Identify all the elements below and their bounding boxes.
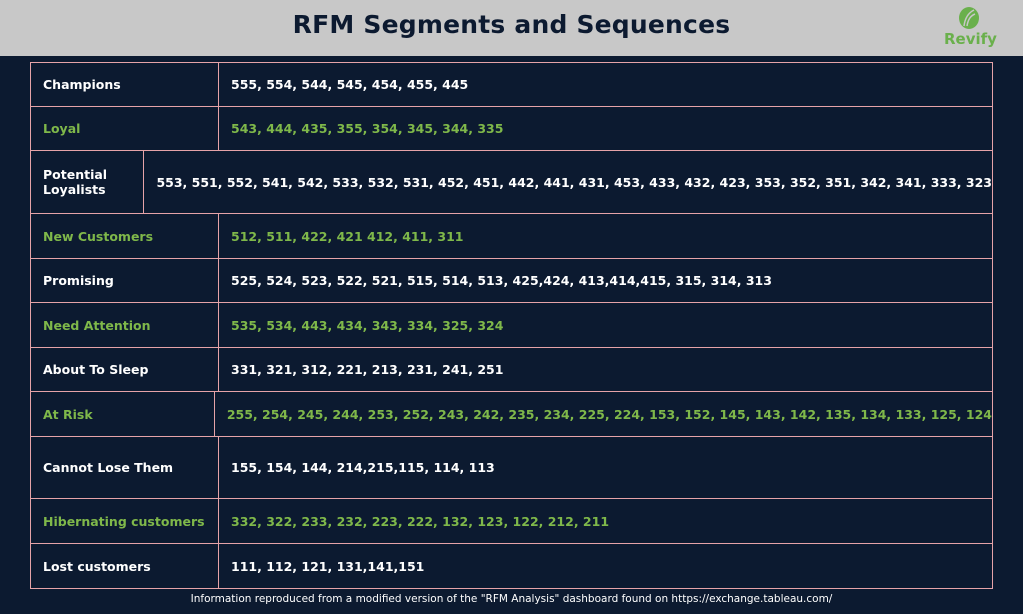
table-row: Lost customers 111, 112, 121, 131,141,151	[31, 544, 992, 588]
logo-text: Revify	[944, 30, 997, 48]
header-bar: RFM Segments and Sequences Revify	[0, 0, 1023, 56]
table-row: New Customers 512, 511, 422, 421 412, 411…	[31, 214, 992, 259]
table-row: At Risk 255, 254, 245, 244, 253, 252, 243…	[31, 392, 992, 437]
table-row: Champions 555, 554, 544, 545, 454, 455, 4…	[31, 63, 992, 107]
segment-codes: 255, 254, 245, 244, 253, 252, 243, 242, …	[226, 406, 992, 422]
segment-codes: 525, 524, 523, 522, 521, 515, 514, 513, …	[231, 273, 772, 288]
segment-name: Cannot Lose Them	[31, 437, 219, 498]
segment-name: Need Attention	[31, 303, 219, 347]
segment-codes: 111, 112, 121, 131,141,151	[231, 558, 425, 574]
segment-name: Lost customers	[31, 544, 219, 588]
table-row: Need Attention 535, 534, 443, 434, 343, 3…	[31, 303, 992, 348]
segment-name: Hibernating customers	[31, 499, 219, 543]
table-row: Cannot Lose Them 155, 154, 144, 214,215,1…	[31, 437, 992, 499]
segment-codes: 331, 321, 312, 221, 213, 231, 241, 251	[231, 362, 504, 377]
segment-name: At Risk	[31, 392, 215, 436]
table-row: Hibernating customers 332, 322, 233, 232,…	[31, 499, 992, 544]
segment-name: Promising	[31, 259, 219, 302]
segments-table: Champions 555, 554, 544, 545, 454, 455, 4…	[30, 62, 993, 589]
segment-codes: 512, 511, 422, 421 412, 411, 311	[231, 228, 464, 244]
segment-name: Loyal	[31, 107, 219, 150]
page-title: RFM Segments and Sequences	[292, 10, 731, 39]
segment-codes: 555, 554, 544, 545, 454, 455, 445	[231, 77, 469, 92]
table-row: Promising 525, 524, 523, 522, 521, 515, 5…	[31, 259, 992, 303]
segment-name: Champions	[31, 63, 219, 106]
table-row: About To Sleep 331, 321, 312, 221, 213, 2…	[31, 348, 992, 392]
segment-name: About To Sleep	[31, 348, 219, 391]
segment-codes: 543, 444, 435, 355, 354, 345, 344, 335	[231, 121, 504, 136]
table-row: Potential Loyalists 553, 551, 552, 541, 5…	[31, 151, 992, 214]
leaf-icon	[959, 7, 979, 29]
segment-codes: 553, 551, 552, 541, 542, 533, 532, 531, …	[156, 174, 992, 190]
segment-name: New Customers	[31, 214, 219, 258]
segment-codes: 535, 534, 443, 434, 343, 334, 325, 324	[231, 317, 504, 333]
source-note: Information reproduced from a modified v…	[190, 593, 833, 605]
table-row: Loyal 543, 444, 435, 355, 354, 345, 344, …	[31, 107, 992, 151]
revify-logo: Revify	[944, 6, 997, 52]
segment-codes: 155, 154, 144, 214,215,115, 114, 113	[231, 460, 495, 475]
segment-name: Potential Loyalists	[31, 151, 145, 213]
segment-codes: 332, 322, 233, 232, 223, 222, 132, 123, …	[231, 513, 610, 529]
